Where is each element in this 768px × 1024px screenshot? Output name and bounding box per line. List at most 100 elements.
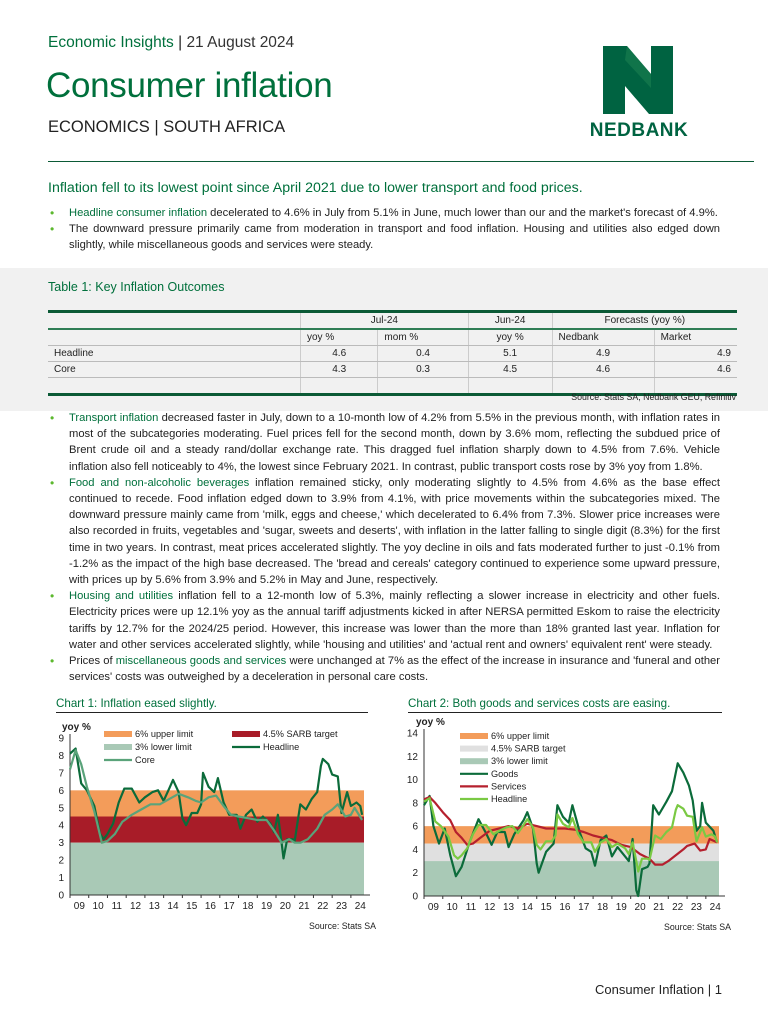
y-tick-label: 4 — [412, 845, 418, 856]
table-cell: 4.6 — [551, 361, 655, 378]
legend-label: Services — [491, 781, 527, 791]
table-header-cell: Forecasts (yoy %) — [551, 310, 737, 330]
series-line-goods — [423, 762, 719, 898]
x-tick-label: 15 — [186, 901, 198, 912]
x-tick-label: 14 — [522, 902, 534, 913]
table-source: Source: Stats SA, Nedbank GEU, Refinitiv — [571, 392, 736, 402]
x-tick-label: 21 — [653, 902, 665, 913]
legend-swatch — [104, 744, 132, 750]
legend-label: Headline — [263, 742, 299, 752]
chart-1-title: Chart 1: Inflation eased slightly. — [56, 697, 368, 713]
x-tick-label: 13 — [503, 902, 515, 913]
table-cell: Core — [48, 361, 301, 378]
series-name: Economic Insights — [48, 34, 174, 51]
x-tick-label: 14 — [167, 901, 179, 912]
chart-2-title: Chart 2: Both goods and services costs a… — [408, 697, 722, 713]
x-tick-label: 23 — [336, 901, 348, 912]
body-bullets: Transport inflation decreased faster in … — [48, 410, 720, 685]
table-row: Headline 4.6 0.4 5.1 4.9 4.9 — [48, 345, 737, 362]
y-tick-label: 7 — [58, 768, 64, 779]
table-header-cell — [48, 329, 301, 346]
y-tick-label: 2 — [412, 868, 418, 879]
x-tick-label: 17 — [578, 902, 590, 913]
y-tick-label: 2 — [58, 856, 64, 867]
nedbank-logo-icon: NEDBANK — [590, 44, 689, 141]
x-tick-label: 19 — [616, 902, 628, 913]
table-sub-header-row: yoy % mom % yoy % Nedbank Market — [48, 329, 737, 346]
list-item: Transport inflation decreased faster in … — [48, 410, 720, 475]
table-cell — [48, 377, 301, 396]
x-tick-label: 16 — [559, 902, 571, 913]
logo-wordmark: NEDBANK — [590, 120, 689, 141]
legend-label: Goods — [491, 769, 518, 779]
list-item: Headline consumer inflation decelerated … — [48, 205, 720, 221]
band-0 — [70, 790, 364, 817]
table-cell — [653, 377, 737, 396]
x-tick-label: 17 — [224, 901, 236, 912]
y-axis-label: yoy % — [416, 717, 445, 728]
y-axis-label: yoy % — [62, 722, 91, 733]
legend-label: 6% upper limit — [135, 729, 194, 739]
y-tick-label: 12 — [407, 752, 419, 763]
y-tick-label: 4 — [58, 821, 64, 832]
list-item: Food and non-alcoholic beverages inflati… — [48, 475, 720, 588]
table-cell — [377, 377, 469, 396]
x-tick-label: 10 — [93, 901, 105, 912]
bullet-text: The downward pressure primarily came fro… — [69, 223, 720, 252]
table-header-cell: Nedbank — [551, 329, 655, 346]
table-cell: 4.9 — [653, 345, 737, 362]
y-tick-label: 6 — [412, 822, 418, 833]
y-tick-label: 0 — [58, 891, 64, 902]
x-tick-label: 12 — [484, 902, 496, 913]
x-tick-label: 11 — [112, 901, 123, 912]
legend-swatch — [460, 758, 488, 765]
y-tick-label: 8 — [412, 798, 418, 809]
legend-label: Headline — [491, 794, 527, 804]
page-footer: Consumer Inflation | 1 — [595, 982, 722, 997]
table-header-cell: mom % — [377, 329, 469, 346]
series-line-headline — [423, 797, 719, 873]
report-kicker: Economic Insights | 21 August 2024 — [48, 34, 294, 52]
y-tick-label: 10 — [407, 775, 419, 786]
legend-label: 3% lower limit — [135, 742, 192, 752]
series-line-services — [423, 795, 718, 866]
list-item: Housing and utilities inflation fell to … — [48, 588, 720, 653]
x-tick-label: 13 — [149, 901, 161, 912]
x-tick-label: 09 — [74, 901, 86, 912]
y-tick-label: 9 — [58, 734, 64, 745]
table-cell: Headline — [48, 345, 301, 362]
band-0 — [424, 826, 719, 844]
footer-separator: | — [707, 982, 712, 997]
chart-source: Source: Stats SA — [309, 921, 376, 931]
kicker-separator: | — [178, 34, 183, 51]
table-cell: 4.3 — [299, 361, 378, 378]
bullet-text: inflation remained sticky, only moderati… — [69, 476, 720, 587]
table-cell — [551, 377, 655, 396]
y-tick-label: 8 — [58, 751, 64, 762]
bullet-highlight: Housing and utilities — [69, 590, 174, 603]
table-header-cell: Jun-24 — [467, 310, 553, 330]
x-tick-label: 24 — [710, 902, 722, 913]
y-tick-label: 3 — [58, 838, 64, 849]
legend-swatch — [460, 745, 488, 752]
y-tick-label: 5 — [58, 803, 64, 814]
x-tick-label: 15 — [541, 902, 553, 913]
band-1 — [424, 843, 719, 862]
bullet-text: were unchanged at 7% as the effect of th… — [69, 655, 720, 684]
legend-label: 4.5% SARB target — [491, 744, 566, 754]
table-cell — [467, 377, 553, 396]
table-empty-row — [48, 377, 737, 396]
bullet-prefix: Prices of — [69, 655, 116, 668]
band-2 — [70, 842, 364, 895]
series-line-headline — [69, 747, 364, 860]
x-tick-label: 20 — [635, 902, 647, 913]
x-tick-label: 23 — [691, 902, 703, 913]
bullet-highlight: miscellaneous goods and services — [115, 655, 287, 668]
x-tick-label: 22 — [672, 902, 684, 913]
chart-source: Source: Stats SA — [664, 922, 731, 932]
y-tick-label: 6 — [58, 786, 64, 797]
x-tick-label: 09 — [428, 902, 440, 913]
x-tick-label: 16 — [205, 901, 217, 912]
list-item: The downward pressure primarily came fro… — [48, 221, 720, 253]
y-tick-label: 1 — [58, 873, 64, 884]
